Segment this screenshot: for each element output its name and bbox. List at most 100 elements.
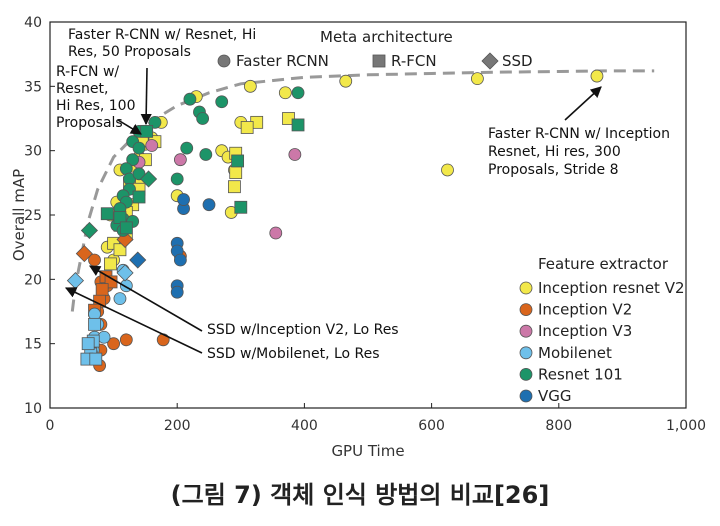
annotation-text: Faster R-CNN w/ Resnet, Hi Res, 50 Propos… xyxy=(68,27,256,60)
feature-legend-label: Resnet 101 xyxy=(538,365,623,383)
annotation-line: Faster R-CNN w/ Inception xyxy=(488,126,670,142)
data-point xyxy=(234,200,248,214)
feature-legend-marker xyxy=(519,389,533,403)
data-point xyxy=(81,337,95,351)
data-point xyxy=(173,253,187,267)
data-point xyxy=(132,167,146,181)
data-point xyxy=(75,245,93,263)
annotation-text: Faster R-CNN w/ Inception Resnet, Hi res,… xyxy=(488,126,670,178)
data-point xyxy=(183,92,197,106)
meta-legend-marker xyxy=(372,54,386,68)
data-point xyxy=(291,86,305,100)
meta-legend-label: SSD xyxy=(502,52,533,70)
data-point xyxy=(145,139,159,152)
y-tick-label: 10 xyxy=(24,401,42,417)
y-tick-label: 35 xyxy=(24,79,42,95)
data-point xyxy=(140,170,158,188)
data-point xyxy=(80,221,98,240)
data-point xyxy=(202,198,216,212)
data-point xyxy=(132,190,146,204)
data-point xyxy=(113,243,127,257)
annotation-line: Res, 50 Proposals xyxy=(68,44,191,60)
x-tick-label: 1,000 xyxy=(666,418,706,434)
annotation-line: SSD w/Mobilenet, Lo Res xyxy=(207,346,380,362)
meta-legend-label: Faster RCNN xyxy=(236,52,329,70)
annotation-line: Hi Res, 100 xyxy=(56,98,136,114)
annotation-arrow xyxy=(564,86,602,121)
feature-legend-label: Inception V2 xyxy=(538,301,632,319)
annotation-line: SSD w/Inception V2, Lo Res xyxy=(207,322,399,338)
data-point xyxy=(339,74,353,88)
y-tick-label: 30 xyxy=(24,144,42,160)
annotation-line: Proposals xyxy=(56,115,123,131)
annotation-text: SSD w/Mobilenet, Lo Res xyxy=(207,346,380,362)
feature-legend-marker xyxy=(519,303,533,317)
data-point xyxy=(177,193,190,206)
annotation-text: SSD w/Inception V2, Lo Res xyxy=(207,322,399,338)
data-point xyxy=(119,221,133,235)
annotation-line: R-FCN w/ xyxy=(56,64,119,80)
data-point xyxy=(107,337,120,351)
feature-legend-marker xyxy=(519,324,533,338)
x-tick-label: 200 xyxy=(164,418,191,434)
data-point xyxy=(441,163,454,177)
data-point xyxy=(116,264,134,282)
data-point xyxy=(126,153,140,167)
x-tick-label: 800 xyxy=(545,418,572,434)
data-point xyxy=(104,257,117,271)
annotation-arrow xyxy=(89,265,203,332)
data-point xyxy=(180,141,194,155)
annotation-line: Resnet, xyxy=(56,81,108,97)
data-point xyxy=(470,72,484,86)
data-point xyxy=(170,172,184,186)
meta-legend-title: Meta architecture xyxy=(320,28,453,46)
annotation-arrow xyxy=(64,287,203,354)
data-point xyxy=(173,153,187,167)
annotation-line: Faster R-CNN w/ Resnet, Hi xyxy=(68,27,256,43)
scatter-chart: 0 200 400 600 800 1,000 10 15 20 25 30 35 40 Meta ar… xyxy=(10,15,706,460)
data-point xyxy=(170,285,184,299)
annotation-arrow xyxy=(140,67,152,126)
feature-legend-label: Inception V3 xyxy=(538,322,632,340)
data-point xyxy=(97,330,111,344)
data-point xyxy=(140,124,154,138)
feature-legend-label: VGG xyxy=(538,387,572,405)
data-point xyxy=(215,95,229,109)
annotation-arrow xyxy=(117,119,142,135)
feature-legend-label: Inception resnet V2 xyxy=(538,279,685,297)
data-point xyxy=(199,148,213,161)
x-tick-label: 600 xyxy=(418,418,445,434)
y-tick-label: 25 xyxy=(24,208,42,224)
meta-legend-marker xyxy=(481,52,499,70)
data-point xyxy=(66,272,85,290)
y-tick-label: 15 xyxy=(24,337,42,353)
x-tick-label: 0 xyxy=(46,418,55,434)
meta-legend-label: R-FCN xyxy=(391,52,437,70)
y-axis-label: Overall mAP xyxy=(10,169,28,261)
feature-legend-marker xyxy=(519,346,533,360)
frontier-curve xyxy=(70,69,655,312)
data-point xyxy=(95,283,109,297)
data-point xyxy=(243,79,257,93)
data-point xyxy=(590,69,604,83)
data-point xyxy=(88,317,101,331)
annotation-line: Proposals, Stride 8 xyxy=(488,162,619,178)
feature-legend-marker xyxy=(519,367,533,381)
x-axis-label: GPU Time xyxy=(331,442,404,460)
feature-legend-label: Mobilenet xyxy=(538,344,612,362)
data-point xyxy=(196,112,210,125)
data-point xyxy=(288,148,302,161)
data-point xyxy=(113,292,127,306)
data-point xyxy=(100,207,114,221)
annotation-text: R-FCN w/Resnet, Hi Res, 100 Proposals xyxy=(56,64,136,131)
x-tick-label: 400 xyxy=(291,418,318,434)
data-point xyxy=(240,121,254,134)
y-tick-label: 20 xyxy=(24,272,42,288)
figure-caption: (그림 7) 객체 인식 방법의 비교[26] xyxy=(170,481,550,509)
data-point xyxy=(231,154,245,168)
data-point xyxy=(278,86,292,100)
meta-legend-marker xyxy=(217,54,231,68)
data-point xyxy=(89,352,103,366)
feature-legend-title: Feature extractor xyxy=(538,255,669,273)
data-point xyxy=(282,112,295,125)
